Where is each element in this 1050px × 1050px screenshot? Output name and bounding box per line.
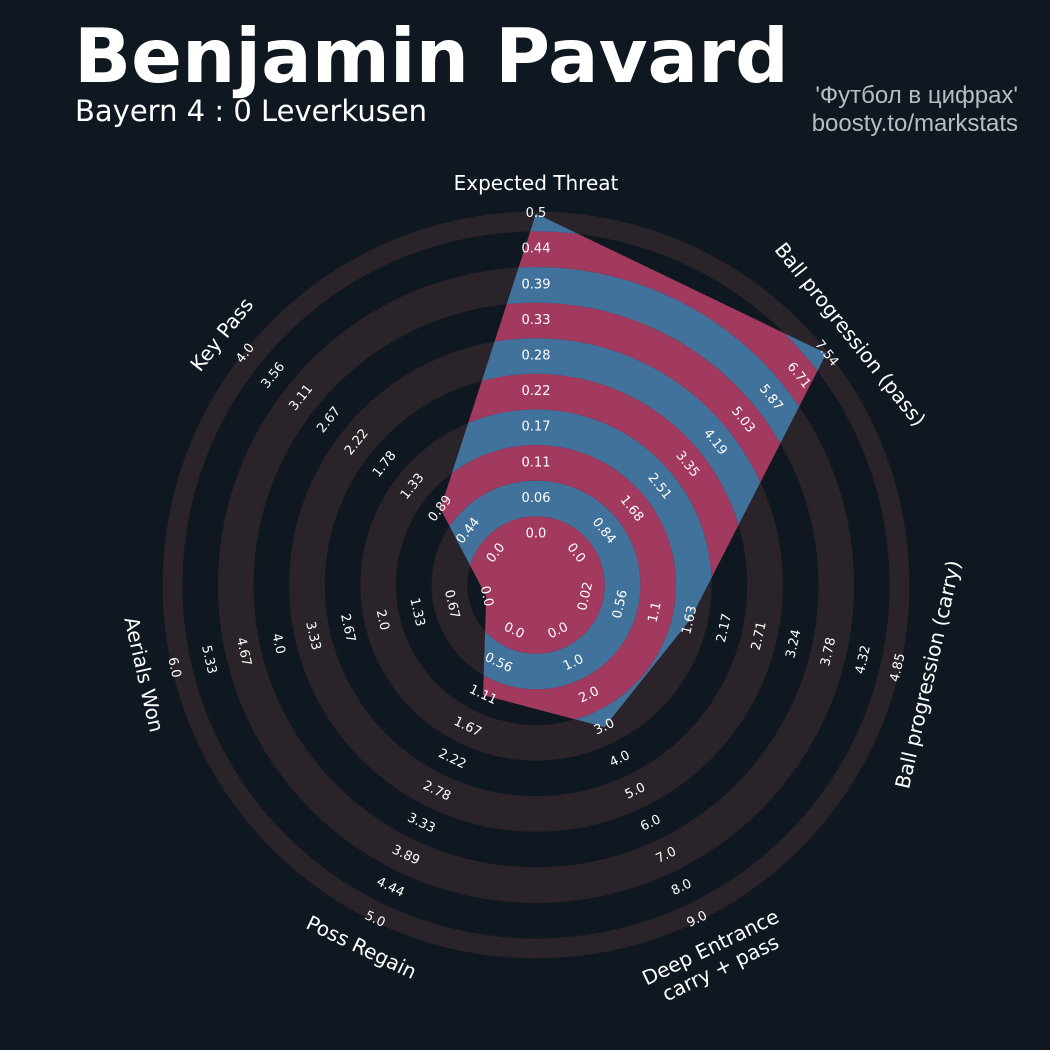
tick-label: 0.28 bbox=[522, 349, 551, 364]
page-title: Benjamin Pavard bbox=[74, 12, 789, 100]
param-label-text: Aerials Won bbox=[119, 614, 169, 734]
tick-label: 4.32 bbox=[853, 644, 874, 676]
param-label-text: Expected Threat bbox=[454, 171, 619, 195]
tick-label: 2.67 bbox=[337, 612, 358, 644]
tick-label: 6.0 bbox=[164, 656, 183, 680]
tick-label: 4.44 bbox=[374, 875, 407, 901]
tick-label: 0.22 bbox=[522, 384, 551, 399]
tick-label: 3.24 bbox=[783, 628, 804, 660]
tick-label: 3.56 bbox=[259, 360, 289, 392]
tick-label: 1.78 bbox=[370, 448, 400, 480]
tick-label: 4.85 bbox=[888, 652, 909, 684]
tick-label: 5.33 bbox=[198, 644, 219, 676]
tick-label: 0.0 bbox=[477, 585, 496, 609]
tick-label: 0.44 bbox=[522, 242, 551, 257]
tick-label: 3.78 bbox=[818, 636, 839, 668]
tick-label: 0.39 bbox=[522, 277, 551, 292]
tick-label: 2.22 bbox=[436, 746, 469, 772]
tick-label: 0.56 bbox=[610, 588, 631, 620]
tick-label: 6.0 bbox=[638, 812, 663, 834]
tick-label: 1.63 bbox=[679, 604, 700, 636]
credit-line-2: boosty.to/markstats bbox=[811, 110, 1018, 137]
tick-label: 3.33 bbox=[405, 810, 438, 836]
match-subtitle: Bayern 4 : 0 Leverkusen bbox=[75, 94, 428, 128]
value-band-0 bbox=[467, 516, 605, 654]
tick-label: 0.02 bbox=[575, 581, 596, 613]
tick-label: 0.33 bbox=[522, 313, 551, 328]
tick-label: 2.67 bbox=[314, 404, 344, 436]
credit-line-1: 'Футбол в цифрах' bbox=[815, 82, 1018, 109]
tick-label: 4.0 bbox=[268, 632, 287, 656]
tick-label: 0.11 bbox=[522, 455, 551, 470]
tick-label: 0.67 bbox=[441, 588, 462, 620]
tick-label: 0.5 bbox=[526, 206, 547, 221]
param-label-0: Expected Threat bbox=[454, 171, 619, 195]
tick-label: 4.67 bbox=[233, 636, 254, 668]
tick-label: 8.0 bbox=[669, 876, 694, 898]
tick-label: 0.06 bbox=[522, 491, 551, 506]
tick-label: 2.71 bbox=[749, 620, 770, 652]
tick-label: 2.17 bbox=[714, 612, 735, 644]
tick-label: 2.0 bbox=[373, 608, 392, 632]
tick-label: 0.17 bbox=[522, 420, 551, 435]
tick-label: 3.33 bbox=[302, 620, 323, 652]
tick-label: 1.1 bbox=[646, 600, 665, 624]
tick-label: 1.33 bbox=[406, 596, 427, 628]
tick-label: 0.0 bbox=[526, 527, 547, 542]
param-label-5: Aerials Won bbox=[119, 614, 169, 734]
tick-label: 4.0 bbox=[607, 748, 632, 770]
